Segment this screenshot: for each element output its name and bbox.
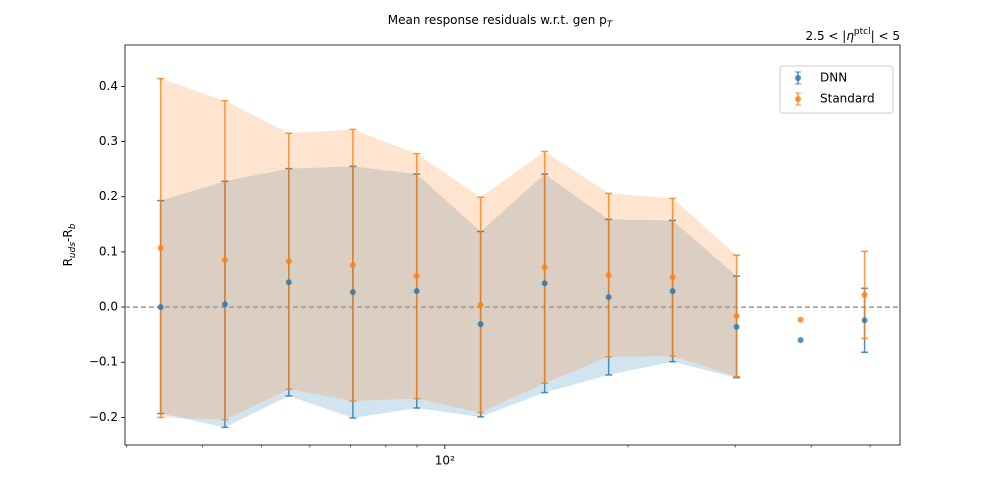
text-segment: T: [607, 20, 614, 30]
y-tick-label: −0.2: [89, 410, 118, 424]
point: [349, 289, 356, 296]
point: [477, 301, 484, 308]
point: [861, 291, 868, 298]
point: [477, 321, 484, 328]
plot-frame: [124, 44, 901, 446]
legend-marker: [795, 96, 801, 102]
text-segment: 2.5 < |: [806, 29, 847, 43]
point: [413, 273, 420, 280]
y-axis-label: Ruds-Rb: [61, 223, 78, 266]
text-segment: | < 5: [871, 29, 900, 43]
point: [221, 257, 228, 264]
y-tick-label: 0.1: [99, 244, 118, 258]
point: [349, 262, 356, 269]
chart-title: Mean response residuals w.r.t. gen pT: [388, 13, 614, 30]
text-segment: Mean response residuals w.r.t. gen p: [388, 13, 607, 27]
text-segment: η: [846, 29, 854, 43]
x-tick-label: 10²: [435, 454, 455, 468]
annotation: 2.5 < |ηptcl| < 5: [806, 27, 901, 43]
point: [669, 274, 676, 281]
legend-label: Standard: [820, 92, 875, 106]
point: [733, 323, 740, 330]
y-tick-label: 0.3: [99, 134, 118, 148]
text-segment: ptcl: [854, 27, 871, 37]
point: [285, 258, 292, 265]
text-segment: -R: [61, 229, 75, 242]
point: [797, 337, 804, 344]
legend-label: DNN: [820, 71, 847, 85]
point: [157, 245, 164, 252]
y-tick-label: 0.4: [99, 79, 118, 93]
text-segment: uds: [68, 242, 78, 258]
legend-frame: [779, 65, 894, 114]
y-tick-label: 0.0: [99, 300, 118, 314]
point: [861, 317, 868, 324]
text-segment: R: [61, 258, 75, 266]
point: [285, 279, 292, 286]
error-band: [160, 78, 737, 420]
point: [605, 294, 612, 301]
y-tick-label: −0.1: [89, 355, 118, 369]
point: [733, 312, 740, 319]
error-band: [160, 166, 737, 428]
point: [157, 304, 164, 311]
point: [605, 272, 612, 279]
legend-marker: [795, 75, 801, 81]
point: [413, 288, 420, 295]
point: [541, 280, 548, 287]
point: [541, 264, 548, 271]
point: [669, 288, 676, 295]
point: [221, 301, 228, 308]
text-segment: b: [68, 223, 78, 229]
point: [797, 316, 804, 323]
y-tick-label: 0.2: [99, 189, 118, 203]
